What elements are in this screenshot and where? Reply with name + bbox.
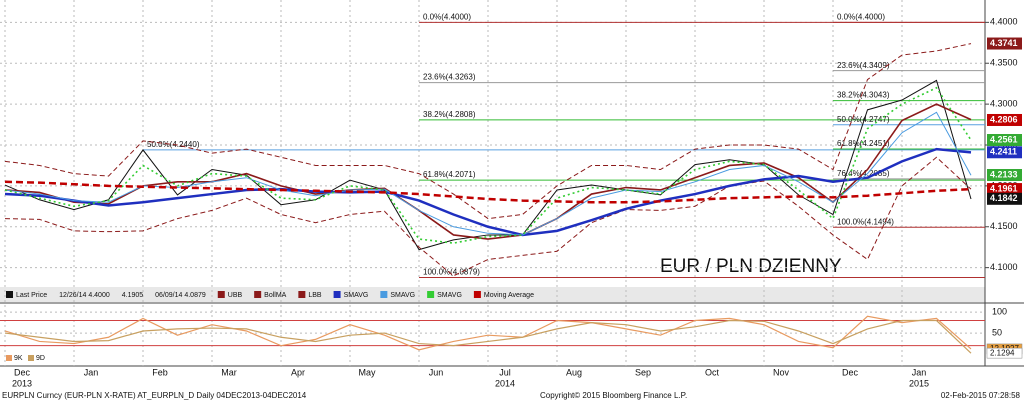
legend-stat: 06/09/14 4.0879 bbox=[155, 292, 206, 299]
lower-legend-label: 9K bbox=[14, 355, 23, 362]
x-year-label: 2013 bbox=[12, 378, 32, 388]
price-tag-label: 4.2133 bbox=[990, 169, 1018, 179]
y-tick-label: 4.4000 bbox=[990, 17, 1018, 27]
lower-legend-swatch bbox=[28, 355, 34, 361]
price-tag-label: 4.2561 bbox=[990, 134, 1018, 144]
lower-tag-label: 2.1294 bbox=[990, 348, 1015, 357]
legend-label: BollMA bbox=[264, 292, 287, 299]
legend-label: UBB bbox=[228, 292, 243, 299]
x-year-label: 2014 bbox=[495, 378, 515, 388]
legend-label: SMAVG bbox=[390, 292, 415, 299]
series-line bbox=[4, 79, 972, 251]
legend-swatch bbox=[254, 291, 262, 298]
legend-stat: 12/26/14 4.4000 bbox=[59, 292, 110, 299]
legend-swatch bbox=[473, 291, 481, 298]
legend-label: Last Price bbox=[16, 292, 47, 299]
price-tag bbox=[987, 113, 1022, 126]
footer-date: 02-Feb-2015 07:28:58 bbox=[941, 391, 1021, 400]
chart-annotation: EUR / PLN DZIENNY bbox=[660, 256, 842, 277]
fib-label: 61.8%(4.2071) bbox=[423, 170, 476, 179]
price-tag bbox=[987, 169, 1022, 182]
legend-swatch bbox=[6, 291, 13, 298]
legend-label: SMAVG bbox=[344, 292, 369, 299]
x-tick-label: Oct bbox=[705, 367, 720, 377]
x-tick-label: Jun bbox=[429, 367, 444, 377]
series-line bbox=[4, 180, 972, 204]
price-tag-label: 4.1842 bbox=[990, 193, 1018, 203]
legend-label: Moving Average bbox=[484, 292, 534, 299]
legend-swatch bbox=[427, 291, 435, 298]
legend-label: LBB bbox=[308, 292, 322, 299]
legend-swatch bbox=[380, 291, 388, 298]
lower-tag bbox=[986, 347, 1023, 359]
y-tick-label: 4.3500 bbox=[990, 58, 1018, 68]
fib-label: 50.0%(4.2747) bbox=[837, 115, 890, 124]
series-line bbox=[4, 111, 972, 236]
x-tick-label: Dec bbox=[14, 367, 31, 377]
x-tick-label: Jan bbox=[912, 367, 927, 377]
fib-label: 100.0%(4.1494) bbox=[837, 217, 894, 226]
price-tag bbox=[987, 134, 1022, 147]
price-tag bbox=[987, 192, 1022, 205]
price-tag-label: 4.1961 bbox=[990, 183, 1018, 193]
series-line bbox=[4, 156, 972, 277]
legend-swatch bbox=[333, 291, 341, 298]
price-tag bbox=[987, 183, 1022, 196]
fib-label: 23.6%(4.3263) bbox=[423, 73, 476, 82]
x-tick-label: Jan bbox=[84, 367, 99, 377]
y-tick-label: 4.3000 bbox=[990, 98, 1018, 108]
legend-stat: 4.1905 bbox=[122, 292, 144, 299]
x-tick-label: Dec bbox=[842, 367, 859, 377]
series-line bbox=[4, 147, 972, 237]
x-tick-label: May bbox=[358, 367, 376, 377]
price-tag-label: 4.3741 bbox=[990, 38, 1018, 48]
x-tick-label: Jul bbox=[499, 367, 511, 377]
footer-copyright: Copyright© 2015 Bloomberg Finance L.P. bbox=[540, 391, 687, 400]
price-tag bbox=[987, 37, 1022, 50]
x-tick-label: Apr bbox=[291, 367, 305, 377]
series-line bbox=[4, 86, 972, 244]
fib-label: 61.8%(4.2451) bbox=[837, 139, 890, 148]
fib-label: 100.0%(4.0879) bbox=[423, 268, 480, 277]
price-tag-label: 4.2411 bbox=[990, 147, 1017, 157]
legend-swatch bbox=[298, 291, 306, 298]
series-line bbox=[4, 319, 972, 354]
fib-label: 38.2%(4.3043) bbox=[837, 91, 890, 100]
legend-bar bbox=[0, 287, 985, 302]
lower-legend-label: 9D bbox=[36, 355, 45, 362]
legend-swatch bbox=[217, 291, 225, 298]
x-tick-label: Feb bbox=[152, 367, 168, 377]
x-tick-label: Aug bbox=[566, 367, 582, 377]
y-tick-label: 4.1000 bbox=[990, 262, 1018, 272]
fib-label: 23.6%(4.3409) bbox=[837, 61, 890, 70]
lower-y-tick-label: 100 bbox=[992, 307, 1007, 317]
fib-label: 38.2%(4.2808) bbox=[423, 110, 476, 119]
x-year-label: 2015 bbox=[909, 378, 929, 388]
price-tag-label: 4.2806 bbox=[990, 114, 1018, 124]
series-line bbox=[4, 43, 972, 220]
fib-label: 0.0%(4.4000) bbox=[837, 12, 885, 21]
y-tick-label: 4.1500 bbox=[990, 221, 1018, 231]
series-line bbox=[4, 103, 972, 240]
x-tick-label: Nov bbox=[773, 367, 790, 377]
x-tick-label: Mar bbox=[221, 367, 237, 377]
x-tick-label: Sep bbox=[635, 367, 651, 377]
fib-label: 0.0%(4.4000) bbox=[423, 12, 471, 21]
footer-left: EURPLN Curncy (EUR-PLN X-RATE) AT_EURPLN… bbox=[2, 391, 307, 400]
price-tag bbox=[987, 146, 1022, 159]
lower-legend-swatch bbox=[6, 355, 12, 361]
lower-y-tick-label: 50 bbox=[992, 327, 1002, 337]
legend-label: SMAVG bbox=[437, 292, 462, 299]
